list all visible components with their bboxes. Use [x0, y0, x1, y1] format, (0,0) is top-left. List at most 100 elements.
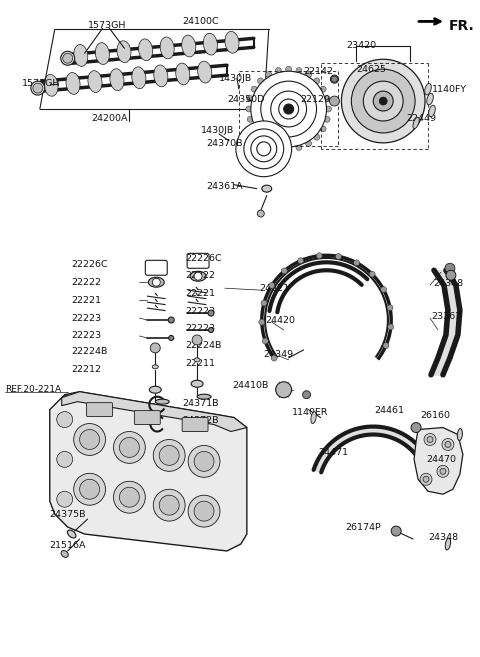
Circle shape [194, 272, 202, 281]
Circle shape [336, 254, 341, 260]
Ellipse shape [208, 310, 214, 316]
Circle shape [276, 68, 281, 74]
Text: 24470: 24470 [426, 455, 456, 464]
Ellipse shape [190, 271, 206, 281]
Text: 22226C: 22226C [72, 260, 108, 269]
Text: 24350D: 24350D [227, 95, 264, 104]
Circle shape [262, 338, 268, 344]
Circle shape [440, 468, 446, 474]
Circle shape [271, 355, 277, 361]
Text: 22222: 22222 [72, 278, 102, 286]
Circle shape [251, 71, 326, 147]
Circle shape [257, 142, 271, 156]
Circle shape [381, 286, 386, 292]
Circle shape [276, 145, 281, 150]
Polygon shape [50, 392, 247, 551]
Circle shape [314, 78, 320, 84]
Text: REF.20-221A: REF.20-221A [5, 385, 61, 394]
Ellipse shape [204, 34, 217, 55]
Polygon shape [62, 392, 247, 432]
Text: 23420: 23420 [347, 41, 376, 50]
Ellipse shape [44, 74, 58, 96]
FancyBboxPatch shape [187, 254, 209, 268]
Circle shape [188, 445, 220, 477]
Circle shape [286, 66, 292, 72]
Text: 22129: 22129 [300, 95, 331, 104]
Circle shape [314, 134, 320, 140]
Circle shape [329, 96, 339, 106]
Text: 24375B: 24375B [50, 510, 86, 518]
Text: 22223: 22223 [185, 307, 215, 315]
Circle shape [298, 258, 304, 263]
Ellipse shape [61, 551, 68, 557]
Circle shape [159, 445, 179, 465]
Ellipse shape [132, 67, 146, 89]
FancyBboxPatch shape [182, 418, 208, 432]
Circle shape [73, 424, 106, 455]
Circle shape [194, 501, 214, 521]
Circle shape [302, 391, 311, 399]
Circle shape [251, 86, 257, 92]
Circle shape [373, 91, 393, 111]
Circle shape [257, 78, 264, 84]
Text: 22223: 22223 [72, 332, 102, 340]
Circle shape [354, 260, 360, 266]
Ellipse shape [198, 61, 212, 83]
Ellipse shape [270, 161, 276, 168]
Circle shape [296, 145, 302, 150]
Text: 22224B: 22224B [72, 348, 108, 356]
Text: FR.: FR. [449, 20, 475, 34]
Text: 23367: 23367 [431, 311, 461, 321]
Circle shape [281, 268, 288, 274]
Ellipse shape [311, 412, 316, 424]
FancyBboxPatch shape [86, 403, 112, 417]
Text: 22221: 22221 [185, 288, 215, 298]
Circle shape [379, 97, 387, 105]
Ellipse shape [152, 365, 158, 369]
Circle shape [351, 69, 415, 133]
Ellipse shape [149, 386, 161, 393]
Text: 1140ER: 1140ER [292, 408, 328, 417]
Text: 22449: 22449 [406, 114, 436, 124]
Ellipse shape [413, 118, 419, 129]
Circle shape [257, 134, 264, 140]
Circle shape [423, 476, 429, 482]
Circle shape [427, 436, 433, 442]
Circle shape [80, 480, 99, 499]
Text: 24471: 24471 [319, 448, 348, 457]
Circle shape [324, 96, 330, 102]
Text: 22221: 22221 [72, 296, 102, 305]
Circle shape [306, 72, 312, 78]
Circle shape [420, 473, 432, 486]
Ellipse shape [330, 75, 338, 83]
Circle shape [247, 96, 253, 102]
Text: 22226C: 22226C [185, 254, 222, 263]
Circle shape [120, 487, 139, 507]
Circle shape [391, 526, 401, 536]
Text: 22211: 22211 [185, 359, 215, 369]
Text: 24348: 24348 [428, 533, 458, 541]
Ellipse shape [67, 530, 76, 538]
Ellipse shape [168, 317, 174, 323]
Text: 24371B: 24371B [182, 399, 219, 408]
Ellipse shape [155, 399, 169, 404]
Circle shape [57, 451, 72, 467]
Circle shape [113, 482, 145, 513]
Ellipse shape [270, 129, 276, 137]
Text: 22224B: 22224B [185, 342, 221, 350]
Ellipse shape [117, 41, 131, 62]
Circle shape [279, 99, 299, 119]
Text: 24200A: 24200A [92, 114, 128, 124]
Ellipse shape [262, 185, 272, 192]
Circle shape [150, 343, 160, 353]
Ellipse shape [278, 147, 286, 151]
Circle shape [363, 81, 403, 121]
Circle shape [296, 68, 302, 74]
Text: 24372B: 24372B [182, 416, 219, 425]
Circle shape [120, 438, 139, 457]
Circle shape [194, 451, 214, 471]
Ellipse shape [445, 538, 451, 550]
Circle shape [445, 442, 451, 447]
FancyBboxPatch shape [134, 411, 160, 424]
Circle shape [251, 126, 257, 132]
